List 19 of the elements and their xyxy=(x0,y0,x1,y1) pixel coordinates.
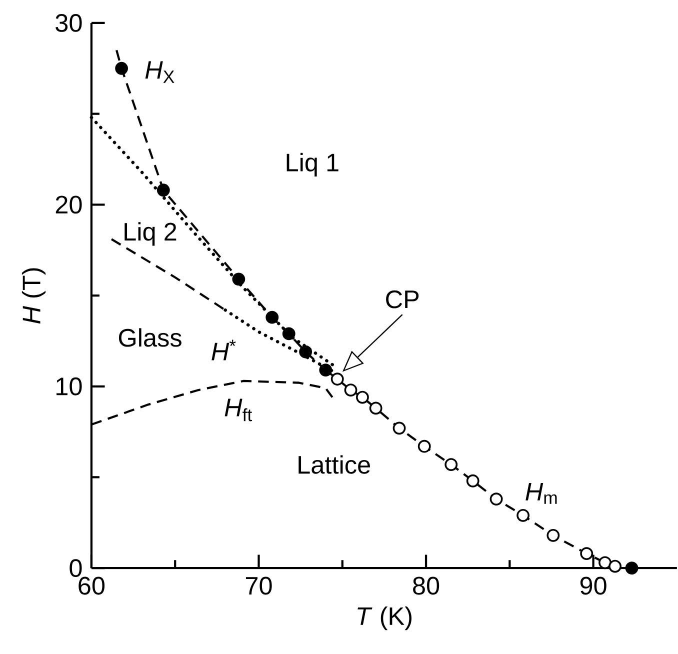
annotation: H$^{*}$ xyxy=(212,340,236,360)
annotation: Glass xyxy=(118,328,182,347)
y-tick-label: 0 xyxy=(70,559,82,578)
x-tick-label: 90 xyxy=(580,576,606,595)
annotation: H$_{X}$ xyxy=(145,61,174,83)
annotation: CP xyxy=(386,290,419,308)
x-tick-label: 80 xyxy=(413,576,440,595)
annotation: Liq 2 xyxy=(124,222,176,246)
annotation: H$_{ft}$ xyxy=(224,398,252,422)
x-tick-label: 70 xyxy=(246,576,272,595)
annotation: Lattice xyxy=(298,455,370,474)
annotation: Liq 1 xyxy=(286,152,338,176)
x-axis-title: T (K) xyxy=(358,606,412,630)
y-tick-label: 10 xyxy=(56,377,82,396)
y-axis-title: H (T) xyxy=(22,268,46,324)
x-tick-label: 60 xyxy=(78,576,105,595)
y-tick-label: 20 xyxy=(56,196,82,214)
annotation: H$_{m}$ xyxy=(526,483,557,504)
y-tick-label: 30 xyxy=(56,14,82,32)
